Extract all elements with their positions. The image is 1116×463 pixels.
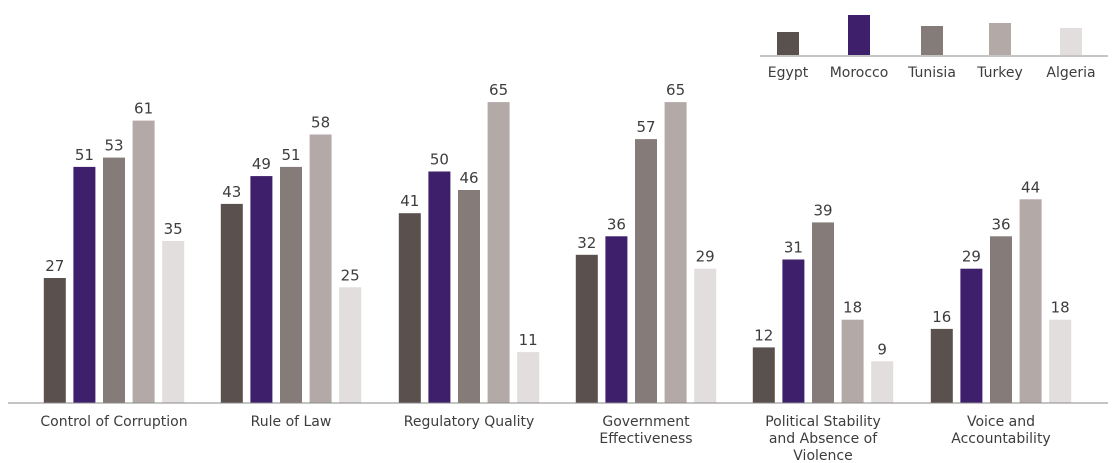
bar-turkey-3 xyxy=(664,102,687,403)
legend-label-turkey: Turkey xyxy=(976,65,1023,81)
value-label-tunisia-0: 53 xyxy=(104,137,123,155)
value-label-egypt-1: 43 xyxy=(222,183,241,201)
x-tick-label-4: Political Stability and Absence of Violenc… xyxy=(765,414,881,463)
x-tick-labels: Control of Corruption Rule of Law Regulato… xyxy=(40,414,1050,463)
bar-turkey-4 xyxy=(841,319,864,403)
bar-algeria-1 xyxy=(339,287,362,404)
value-label-tunisia-1: 51 xyxy=(281,146,300,164)
bar-algeria-2 xyxy=(517,352,540,403)
value-label-algeria-3: 29 xyxy=(696,248,715,266)
bar-tunisia-3 xyxy=(635,139,657,403)
bar-morocco-2 xyxy=(428,171,451,403)
bar-tunisia-5 xyxy=(990,236,1012,403)
value-label-turkey-4: 18 xyxy=(843,299,862,317)
bar-morocco-5 xyxy=(960,268,983,403)
value-label-turkey-2: 65 xyxy=(489,81,508,99)
bar-egypt-5 xyxy=(930,328,953,403)
x-tick-label-1: Rule of Law xyxy=(251,414,332,430)
bar-egypt-2 xyxy=(398,213,421,403)
value-label-egypt-4: 12 xyxy=(754,326,773,344)
bar-morocco-0 xyxy=(73,166,96,403)
value-label-egypt-5: 16 xyxy=(932,308,951,326)
value-label-turkey-1: 58 xyxy=(311,114,330,132)
legend-label-tunisia: Tunisia xyxy=(907,65,956,81)
value-label-algeria-2: 11 xyxy=(519,331,538,349)
value-label-egypt-0: 27 xyxy=(45,257,64,275)
legend-swatch-morocco xyxy=(848,15,870,55)
value-label-egypt-2: 41 xyxy=(400,192,419,210)
value-label-morocco-0: 51 xyxy=(75,146,94,164)
value-label-tunisia-3: 57 xyxy=(636,118,655,136)
value-label-algeria-5: 18 xyxy=(1051,299,1070,317)
bar-egypt-0 xyxy=(43,278,66,403)
bar-turkey-1 xyxy=(309,134,332,403)
legend-swatch-turkey xyxy=(989,23,1011,55)
value-label-morocco-1: 49 xyxy=(252,155,271,173)
bar-egypt-4 xyxy=(752,347,775,403)
x-tick-label-0: Control of Corruption xyxy=(40,414,187,430)
legend: Egypt Morocco Tunisia Turkey Algeria xyxy=(760,15,1108,81)
bar-egypt-1 xyxy=(220,203,243,403)
value-label-egypt-3: 32 xyxy=(577,234,596,252)
value-label-morocco-5: 29 xyxy=(962,248,981,266)
value-label-morocco-3: 36 xyxy=(607,215,626,233)
legend-swatch-tunisia xyxy=(921,26,943,55)
bar-tunisia-1 xyxy=(280,166,302,403)
bar-morocco-4 xyxy=(782,259,805,403)
bar-algeria-3 xyxy=(694,268,717,403)
value-label-morocco-4: 31 xyxy=(784,239,803,257)
x-tick-label-5: Voice and Accountability xyxy=(951,414,1050,447)
bar-tunisia-2 xyxy=(458,190,480,403)
bar-turkey-0 xyxy=(132,120,155,403)
value-label-algeria-1: 25 xyxy=(341,266,360,284)
value-label-morocco-2: 50 xyxy=(430,151,449,169)
bar-turkey-5 xyxy=(1019,199,1042,403)
value-label-turkey-5: 44 xyxy=(1021,178,1040,196)
value-label-tunisia-5: 36 xyxy=(991,215,1010,233)
bar-algeria-4 xyxy=(871,361,894,403)
bars: 27 43 41 32 12 16 51 49 50 36 31 29 53 51 46 57 39 36 61 58… xyxy=(43,81,1072,404)
value-label-tunisia-2: 46 xyxy=(459,169,478,187)
bar-algeria-5 xyxy=(1049,319,1072,403)
legend-swatch-algeria xyxy=(1060,28,1082,55)
value-label-algeria-4: 9 xyxy=(877,340,887,358)
bar-morocco-3 xyxy=(605,236,628,403)
x-tick-label-3: Government Effectiveness xyxy=(599,414,692,447)
bar-algeria-0 xyxy=(162,241,185,403)
value-label-algeria-0: 35 xyxy=(164,220,183,238)
value-label-turkey-3: 65 xyxy=(666,81,685,99)
legend-label-egypt: Egypt xyxy=(768,65,809,81)
bar-egypt-3 xyxy=(575,254,598,403)
bar-tunisia-4 xyxy=(812,222,834,403)
legend-label-algeria: Algeria xyxy=(1046,65,1095,81)
legend-label-morocco: Morocco xyxy=(830,65,889,81)
value-label-turkey-0: 61 xyxy=(134,100,153,118)
x-tick-label-2: Regulatory Quality xyxy=(404,414,535,430)
bar-tunisia-0 xyxy=(103,157,125,403)
bar-turkey-2 xyxy=(487,102,510,403)
legend-swatch-egypt xyxy=(777,32,799,55)
value-label-tunisia-4: 39 xyxy=(813,201,832,219)
bar-morocco-1 xyxy=(250,176,273,403)
